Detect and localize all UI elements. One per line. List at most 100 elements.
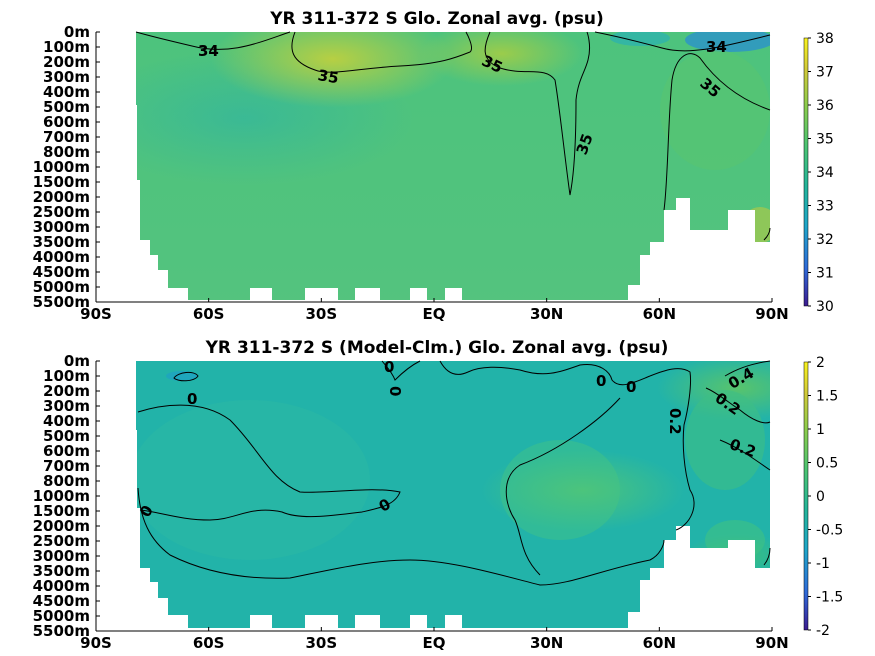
contour-34-left [135,31,291,50]
y-tick-label: 200m [43,382,90,400]
y-tick-label: 3000m [33,547,90,565]
colorbar-tick-label: 32 [816,232,834,248]
y-tick-label: 2500m [33,532,90,550]
bottom-x-ticks: 90S 60S 30S EQ 30N 60N 90N [80,627,789,652]
x-tick-label: 60N [643,305,676,323]
y-tick-label: 4500m [33,592,90,610]
x-tick-label: 90N [755,305,788,323]
contour-label: 34 [198,42,219,60]
y-tick-label: 5500m [33,293,90,311]
bottom-title: YR 311-372 S (Model-Clm.) Glo. Zonal avg… [205,338,669,358]
y-tick-label: 2500m [33,203,90,221]
colorbar-tick-label: 1.5 [816,389,838,405]
contour-0-f [505,397,621,576]
contour-02-b [705,387,771,424]
x-tick-label: 30S [305,634,337,652]
x-tick-label: 90N [755,634,788,652]
x-tick-label: 90S [80,305,112,323]
colorbar-tick-label: 36 [816,98,834,114]
contour-label: 34 [706,38,727,56]
contour-label: 0 [386,386,404,396]
contour-34-right [594,31,771,52]
top-panel: YR 311-372 S Glo. Zonal avg. (psu) 34 35… [33,9,834,323]
y-tick-label: 100m [43,38,90,56]
x-tick-label: EQ [423,305,446,323]
y-tick-label: 3500m [33,233,90,251]
y-tick-label: 400m [43,83,90,101]
colorbar-tick-label: 37 [816,65,834,81]
contour-0-a [137,404,401,521]
colorbar-tick-label: 33 [816,199,834,215]
colorbar-tick-label: 1 [816,422,825,438]
contour-label: 0 [596,372,606,390]
y-tick-label: 5500m [33,622,90,640]
top-colorbar [803,37,809,307]
contour-label: 0 [187,390,197,408]
top-y-ticks: 0m100m200m300m400m500m600m700m800m1000m1… [33,23,100,311]
contour-35-deep [763,227,771,241]
contour-0-b [137,487,665,586]
y-tick-label: 700m [43,457,90,475]
bottom-y-ticks: 0m100m200m300m400m500m600m700m800m1000m1… [33,352,100,640]
colorbar-tick-label: 2 [816,355,825,371]
y-tick-label: 3500m [33,562,90,580]
top-title: YR 311-372 S Glo. Zonal avg. (psu) [269,9,604,29]
contour-0-e [439,360,651,386]
y-tick-label: 1000m [33,487,90,505]
y-tick-label: 1000m [33,158,90,176]
contour-0-d [381,360,421,381]
y-tick-label: 2000m [33,188,90,206]
y-tick-label: 800m [43,472,90,490]
y-tick-label: 5000m [33,607,90,625]
colorbar-tick-label: 0.5 [816,456,838,472]
y-tick-label: 5000m [33,278,90,296]
contour-35-mid [484,31,591,196]
y-tick-label: 600m [43,113,90,131]
y-tick-label: 3000m [33,218,90,236]
contour-label: 35 [316,66,340,87]
y-tick-label: 4000m [33,577,90,595]
contour-label: 0 [384,358,394,376]
y-tick-label: 4000m [33,248,90,266]
contour-label: 0.2 [666,408,684,435]
colorbar-tick-label: 0 [816,489,825,505]
bottom-colorbar-ticks: 2 1.5 1 0.5 0 -0.5 -1 -1.5 -2 [808,355,843,639]
y-tick-label: 500m [43,427,90,445]
y-tick-label: 200m [43,53,90,71]
contour-deep-right [763,547,771,566]
y-tick-label: 700m [43,128,90,146]
contour-0-c [173,371,199,382]
x-tick-label: 30N [530,634,563,652]
y-tick-label: 100m [43,367,90,385]
bottom-panel: YR 311-372 S (Model-Clm.) Glo. Zonal avg… [33,338,844,652]
y-tick-label: 2000m [33,517,90,535]
contour-02-a [649,368,695,531]
y-tick-label: 800m [43,143,90,161]
top-field [136,32,770,300]
x-tick-label: 30S [305,305,337,323]
x-tick-label: 60S [193,305,225,323]
y-tick-label: 4500m [33,263,90,281]
contour-label: 0 [626,378,636,396]
x-tick-label: 30N [530,305,563,323]
contour-04 [724,360,771,377]
contour-35-right [663,53,771,211]
colorbar-tick-label: 31 [816,266,834,282]
colorbar-tick-label: -2 [816,623,830,639]
bottom-colorbar [803,361,809,631]
y-tick-label: 1500m [33,502,90,520]
colorbar-tick-label: -1.5 [816,590,843,606]
y-tick-label: 300m [43,68,90,86]
y-tick-label: 300m [43,397,90,415]
contour-35-main [291,31,472,73]
x-tick-label: EQ [423,634,446,652]
colorbar-tick-label: 34 [816,165,834,181]
top-x-ticks: 90S 60S 30S EQ 30N 60N 90N [80,298,789,323]
x-tick-label: 60S [193,634,225,652]
top-colorbar-ticks: 30 31 32 33 34 35 36 37 38 [808,31,834,315]
x-tick-label: 60N [643,634,676,652]
top-contours [135,31,771,241]
y-tick-label: 600m [43,442,90,460]
y-tick-label: 0m [64,23,90,41]
